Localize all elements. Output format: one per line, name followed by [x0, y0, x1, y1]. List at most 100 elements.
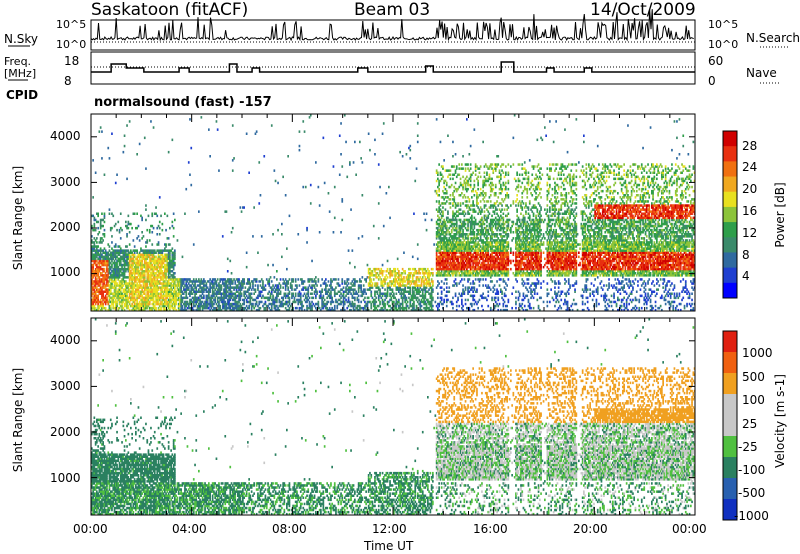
range-cell — [171, 292, 174, 295]
range-cell — [119, 267, 122, 271]
range-cell — [424, 300, 427, 304]
range-cell — [445, 278, 448, 281]
range-cell — [420, 304, 423, 308]
range-cell — [145, 167, 147, 170]
range-cell — [424, 294, 427, 298]
range-cell — [190, 300, 193, 304]
range-cell — [398, 300, 400, 304]
range-cell — [114, 280, 117, 283]
range-cell — [240, 292, 243, 295]
range-cell — [401, 280, 404, 283]
range-cell — [97, 300, 99, 304]
range-cell — [142, 306, 145, 310]
range-cell — [419, 306, 422, 310]
range-cell — [133, 259, 136, 263]
range-cell — [320, 308, 322, 312]
range-cell — [448, 270, 451, 273]
range-cell — [330, 308, 332, 312]
range-cell — [122, 150, 125, 154]
range-cell — [308, 302, 311, 306]
range-cell — [375, 296, 378, 300]
range-cell — [121, 304, 123, 308]
range-cell — [254, 278, 257, 281]
range-cell — [450, 237, 453, 240]
range-cell — [123, 267, 126, 271]
range-cell — [162, 292, 165, 295]
range-cell — [308, 284, 311, 287]
range-cell — [156, 261, 159, 265]
range-cell — [410, 298, 413, 302]
range-cell — [304, 185, 307, 189]
range-cell — [351, 284, 354, 287]
range-cell — [169, 292, 171, 295]
range-cell — [125, 270, 127, 273]
range-cell — [172, 276, 175, 279]
range-cell — [454, 245, 457, 248]
range-cell — [260, 278, 263, 281]
range-cell — [151, 249, 154, 252]
range-cell — [143, 284, 146, 287]
range-cell — [143, 251, 146, 254]
range-cell — [442, 212, 444, 215]
range-cell — [448, 249, 451, 252]
range-cell — [411, 292, 414, 295]
range-cell — [167, 278, 170, 281]
range-cell — [453, 263, 456, 267]
range-cell — [453, 249, 456, 252]
range-cell — [413, 280, 415, 283]
range-cell — [174, 300, 176, 304]
range-cell — [114, 265, 117, 269]
range-cell — [112, 267, 115, 271]
range-cell — [135, 298, 137, 302]
range-cell — [91, 224, 93, 228]
range-cell — [437, 171, 439, 174]
range-cell — [342, 300, 345, 304]
range-cell — [448, 255, 451, 259]
range-cell — [423, 300, 425, 304]
range-cell — [447, 270, 449, 273]
range-cell — [439, 247, 442, 250]
range-cell — [468, 278, 471, 281]
range-cell — [128, 257, 131, 261]
range-cell — [233, 157, 235, 160]
range-cell — [190, 286, 193, 289]
range-cell — [156, 288, 159, 291]
range-cell — [93, 216, 96, 220]
range-cell — [284, 294, 287, 298]
range-cell — [167, 261, 170, 265]
range-cell — [174, 298, 176, 302]
range-cell — [291, 294, 293, 298]
range-cell — [454, 181, 457, 185]
range-cell — [239, 308, 242, 312]
range-cell — [200, 290, 203, 293]
range-cell — [438, 181, 440, 185]
range-cell — [181, 278, 184, 281]
range-cell — [117, 306, 120, 310]
range-cell — [435, 247, 438, 250]
range-cell — [157, 270, 160, 273]
range-cell — [414, 270, 417, 273]
range-cell — [185, 282, 188, 285]
range-cell — [354, 288, 356, 291]
range-cell — [91, 270, 93, 273]
range-cell — [102, 290, 104, 293]
range-cell — [325, 286, 327, 289]
range-cell — [457, 173, 459, 176]
range-cell — [223, 290, 225, 293]
range-cell — [264, 302, 267, 306]
range-cell — [184, 302, 186, 306]
range-cell — [192, 280, 195, 283]
range-cell — [439, 255, 442, 259]
range-cell — [127, 286, 130, 289]
range-cell — [218, 306, 220, 310]
range-cell — [287, 304, 289, 308]
range-cell — [351, 280, 354, 283]
range-cell — [196, 300, 199, 304]
range-cell — [450, 249, 453, 252]
range-cell — [437, 280, 439, 283]
range-cell — [97, 274, 99, 277]
range-cell — [237, 302, 239, 306]
range-cell — [234, 292, 237, 295]
range-cell — [108, 278, 111, 281]
range-cell — [119, 263, 122, 267]
